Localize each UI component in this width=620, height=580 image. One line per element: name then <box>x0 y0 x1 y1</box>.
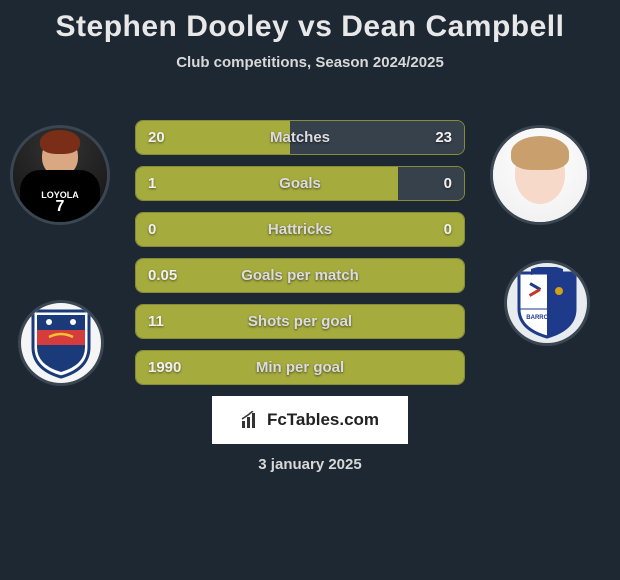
player-left-avatar: LOYOLA 7 <box>10 125 110 225</box>
stat-label: Goals per match <box>136 259 464 292</box>
stat-row: 10Goals <box>135 166 465 201</box>
date-label: 3 january 2025 <box>0 456 620 473</box>
stat-label: Goals <box>136 167 464 200</box>
stat-row: 11Shots per goal <box>135 304 465 339</box>
player-right-figure <box>493 128 587 222</box>
club-left-badge <box>18 300 104 386</box>
player-right-avatar <box>490 125 590 225</box>
player-left-jersey: LOYOLA 7 <box>20 170 100 222</box>
stat-row: 00Hattricks <box>135 212 465 247</box>
source-logo-text: FcTables.com <box>267 410 379 430</box>
player-left-figure: LOYOLA 7 <box>13 128 107 222</box>
svg-text:BARROW AFC: BARROW AFC <box>526 315 568 321</box>
stat-row: 0.05Goals per match <box>135 258 465 293</box>
club-right-badge: BARROW AFC <box>504 260 590 346</box>
subtitle: Club competitions, Season 2024/2025 <box>0 54 620 71</box>
stat-row: 1990Min per goal <box>135 350 465 385</box>
stat-row: 2023Matches <box>135 120 465 155</box>
stat-label: Min per goal <box>136 351 464 384</box>
stat-label: Shots per goal <box>136 305 464 338</box>
shield-icon <box>21 303 101 383</box>
chart-icon <box>241 411 261 429</box>
page-title: Stephen Dooley vs Dean Campbell <box>0 0 620 44</box>
stat-label: Matches <box>136 121 464 154</box>
jersey-number: 7 <box>20 198 100 216</box>
source-logo: FcTables.com <box>212 396 408 444</box>
shield-icon: BARROW AFC <box>507 263 587 343</box>
stat-label: Hattricks <box>136 213 464 246</box>
stats-table: 2023Matches 10Goals 00Hattricks 0.05Goals p… <box>135 120 465 396</box>
